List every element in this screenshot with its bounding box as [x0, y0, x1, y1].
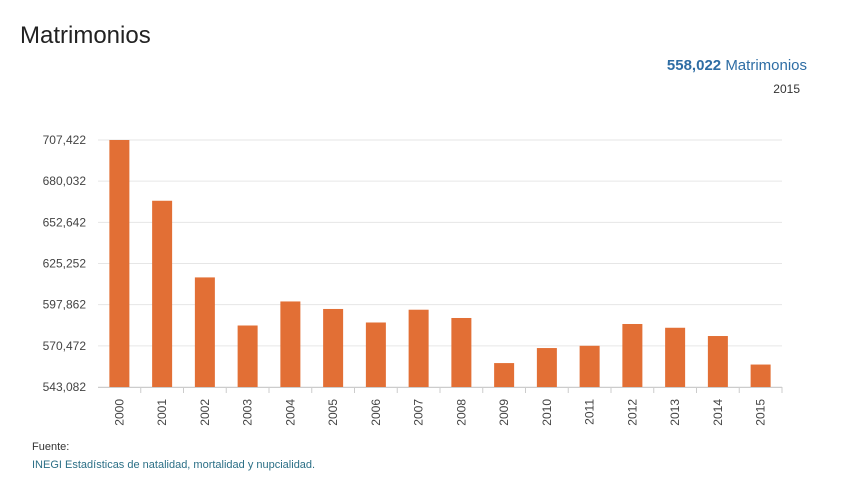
bar-2007 — [408, 309, 429, 387]
source-link[interactable]: INEGI Estadísticas de natalidad, mortali… — [32, 459, 316, 471]
x-tick-label: 2006 — [369, 399, 383, 426]
x-tick-label: 2004 — [283, 399, 297, 426]
y-tick-label: 680,032 — [43, 174, 87, 188]
x-tick-label: 2007 — [412, 399, 426, 426]
y-tick-label: 543,082 — [43, 380, 87, 394]
x-tick-label: 2005 — [326, 399, 340, 426]
x-tick-label: 2008 — [454, 399, 468, 426]
bar-2001 — [152, 200, 173, 387]
y-tick-label: 652,642 — [43, 215, 87, 229]
x-tick-label: 2015 — [754, 399, 768, 426]
chart-title: Matrimonios — [20, 22, 151, 49]
kpi-summary: 558,022 Matrimonios — [667, 57, 807, 74]
y-tick-label: 570,472 — [43, 339, 87, 353]
bar-2006 — [365, 322, 386, 387]
bar-2002 — [194, 277, 215, 387]
bar-2015 — [750, 364, 771, 387]
bar-2011 — [579, 345, 600, 387]
kpi-value: 558,022 — [666, 57, 722, 74]
bar-2012 — [622, 323, 643, 387]
bar-2003 — [237, 325, 258, 387]
x-tick-label: 2013 — [668, 399, 682, 426]
x-tick-label: 2009 — [497, 399, 511, 426]
y-tick-label: 625,252 — [43, 257, 87, 271]
bar-2008 — [451, 317, 472, 387]
x-tick-label: 2012 — [625, 399, 639, 426]
bar-2004 — [280, 301, 301, 387]
bar-2005 — [323, 308, 344, 387]
kpi-unit: Matrimonios — [725, 57, 807, 74]
source-label: Fuente: — [32, 441, 70, 453]
bar-2014 — [707, 336, 728, 387]
x-tick-label: 2014 — [711, 399, 725, 426]
x-tick-label: 2003 — [241, 399, 255, 426]
bar-2013 — [665, 327, 686, 387]
x-tick-label: 2011 — [583, 399, 597, 425]
y-tick-label: 707,422 — [43, 133, 87, 147]
x-tick-label: 2001 — [155, 399, 169, 426]
bar-2010 — [536, 348, 557, 387]
bar-2000 — [109, 140, 130, 387]
x-tick-label: 2000 — [112, 399, 126, 426]
bar-2009 — [494, 363, 515, 387]
kpi-year: 2015 — [773, 82, 800, 96]
x-tick-label: 2002 — [198, 399, 212, 426]
x-tick-label: 2010 — [540, 399, 554, 426]
y-tick-label: 597,862 — [43, 298, 87, 312]
